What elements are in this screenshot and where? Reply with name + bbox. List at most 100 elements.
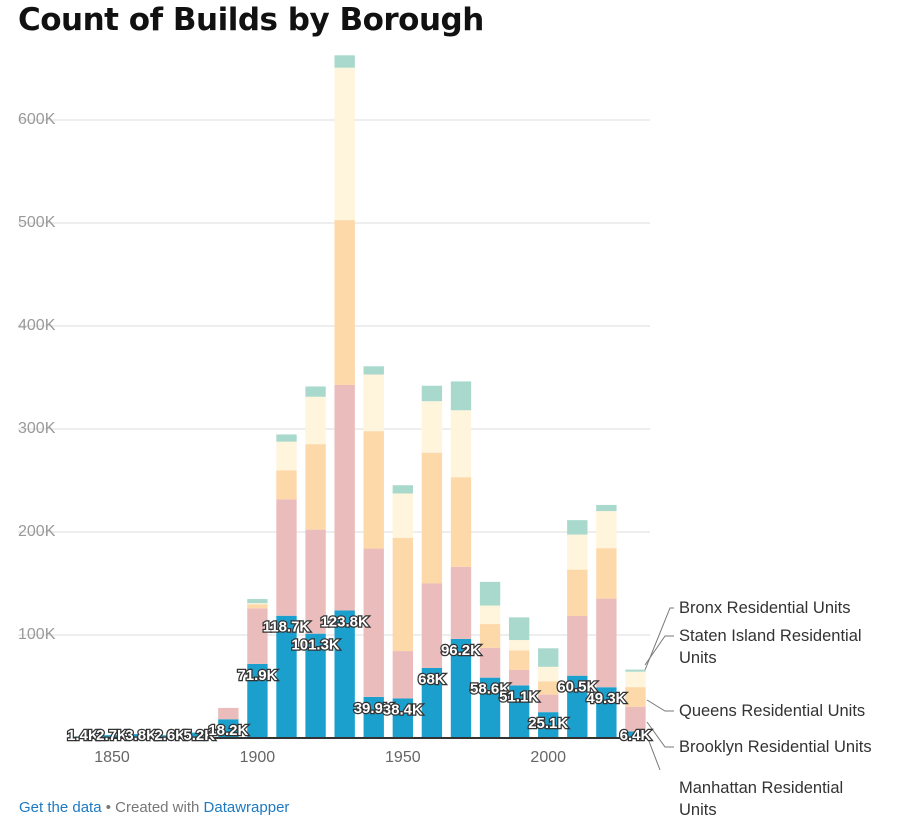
bar-segment [625, 687, 646, 707]
bar-segment [596, 504, 617, 512]
bar-segment [392, 485, 413, 494]
bar-segment [305, 386, 326, 397]
bar-segment [247, 604, 268, 609]
data-label: 96.2K [441, 642, 481, 659]
bar-segment [334, 220, 355, 385]
bar-segment [247, 599, 268, 604]
bar-segment [392, 493, 413, 538]
footer-text: • Created with [101, 799, 204, 816]
legend-entry: Manhattan Residential Units [679, 779, 844, 819]
bar-segment [247, 603, 268, 605]
bar-segment [276, 434, 297, 442]
data-label: 118.7K [263, 619, 311, 636]
bar-segment [450, 410, 472, 478]
bar-segment [625, 706, 646, 732]
bar-segment [421, 583, 443, 668]
x-tick-label: 2000 [530, 749, 566, 766]
bar-segment [247, 663, 268, 738]
bar-segment [567, 615, 588, 676]
bar-segment [625, 671, 646, 688]
bar-segment [625, 731, 646, 738]
bar-segment [479, 647, 501, 678]
bar-segment [130, 734, 152, 738]
data-link[interactable]: Get the data [19, 799, 102, 816]
bar-segment [567, 569, 588, 616]
bar-segment [421, 452, 443, 584]
bar-segment [276, 499, 297, 616]
data-label: 49.3K [586, 690, 626, 707]
bar-segment [508, 617, 530, 641]
bar-segment [508, 685, 530, 738]
legend-leaders [644, 607, 674, 771]
bar-segment [508, 650, 530, 670]
bar-segment [538, 694, 559, 713]
data-label: 1.4K [67, 727, 99, 744]
bar-segment [305, 396, 326, 445]
legend-entry: Brooklyn Residential Units [679, 738, 872, 756]
bar-segment [334, 384, 355, 611]
bar-segment [276, 615, 297, 738]
bar-segment [596, 687, 617, 738]
bar-segment [392, 651, 413, 699]
bar-segment [363, 431, 384, 549]
data-label: 39.9K [354, 700, 394, 717]
x-tick-label: 1950 [385, 749, 421, 766]
legend-entry: Queens Residential Units [679, 702, 866, 720]
data-label: 25.1K [528, 715, 568, 732]
data-label: 5.2K [183, 727, 215, 744]
bar-segment [218, 719, 239, 738]
chart-title: Count of Builds by Borough [18, 2, 484, 38]
legend-entry: Staten Island Residential Units [679, 627, 862, 667]
data-label: 123.8K [320, 613, 369, 630]
y-tick-label: 200K [18, 523, 56, 540]
data-label: 68K [418, 671, 446, 688]
bar-segment [508, 640, 530, 651]
bar-segment [450, 566, 472, 639]
footer: Get the data • Created with Datawrapper [19, 799, 289, 816]
data-label: 3.8K [125, 727, 157, 744]
y-tick-label: 100K [18, 626, 56, 643]
bar-segment [450, 381, 472, 411]
bar-segment [334, 610, 355, 738]
datawrapper-link[interactable]: Datawrapper [203, 799, 290, 816]
y-tick-label: 500K [18, 214, 56, 231]
bar-segment [596, 548, 617, 599]
bar-segment [160, 735, 181, 738]
bar-segment [276, 441, 297, 471]
bar-segment [363, 548, 384, 697]
bar-segment [567, 520, 588, 535]
bar-segment [247, 608, 268, 664]
bar-segment [567, 534, 588, 570]
bar-segment [450, 477, 472, 567]
y-tick-label: 300K [18, 420, 56, 437]
bar-segment [596, 598, 617, 688]
bar-segment [567, 675, 588, 738]
bar-segment [305, 444, 326, 530]
y-tick-label: 400K [18, 317, 56, 334]
bar-segment [276, 470, 297, 500]
bar-segment [363, 366, 384, 375]
bar-segment [538, 681, 559, 695]
bar-segment [305, 633, 326, 738]
data-label: 2.7K [96, 727, 128, 744]
bar-segment [538, 712, 559, 738]
legend-entry: Bronx Residential Units [679, 599, 851, 617]
bar-segment [421, 401, 443, 453]
bar-segment [363, 374, 384, 432]
x-tick-label: 1850 [94, 749, 130, 766]
data-label: 6.4K [620, 727, 652, 744]
data-label: 51.1K [499, 688, 539, 705]
bar-segment [479, 605, 501, 625]
bar-segment [334, 55, 355, 68]
bar-segment [101, 735, 123, 738]
bar-segment [538, 666, 559, 682]
data-label: 58.6K [470, 681, 510, 698]
x-tick-label: 1900 [240, 749, 276, 766]
bar-segment [421, 385, 443, 402]
bar-segment [596, 511, 617, 549]
bar-segment [189, 732, 210, 738]
data-label: 2.6K [154, 727, 186, 744]
bar-segment [421, 667, 443, 738]
